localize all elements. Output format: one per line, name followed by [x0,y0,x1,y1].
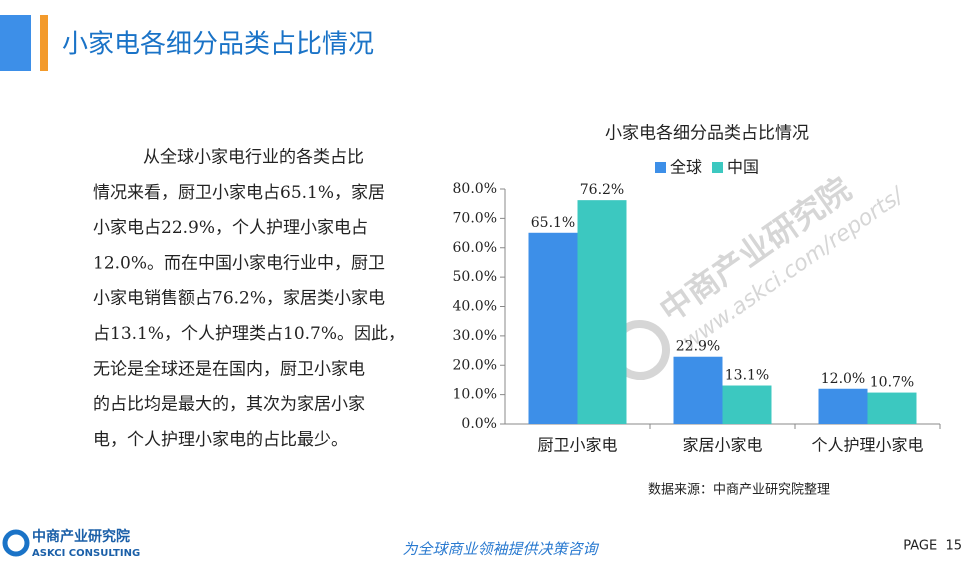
data-label: 65.1% [531,215,575,231]
y-tick-label: 70.0% [453,210,497,226]
paragraph-line: 情况来看，厨卫小家电占65.1%，家居 [93,183,385,203]
chart-title: 小家电各细分品类占比情况 [605,124,809,144]
paragraph-line: 电，个人护理小家电的占比最少。 [93,430,348,450]
legend-label: 中国 [727,158,759,177]
y-tick-label: 50.0% [453,269,497,285]
bar [673,356,723,424]
slide-title: 小家电各细分品类占比情况 [62,30,374,60]
x-tick-label: 家居小家电 [682,436,762,455]
data-label: 76.2% [580,182,624,198]
page-number: PAGE 15 [903,539,962,554]
data-label: 13.1% [725,368,769,384]
data-label: 12.0% [821,371,865,387]
footer-logo-en: ASKCI CONSULTING [32,548,140,559]
footer-logo-icon [2,529,30,557]
y-tick-label: 10.0% [453,387,497,403]
slogan: 为全球商业领袖提供决策咨询 [402,540,599,558]
y-tick-label: 0.0% [461,416,497,432]
header-bar [0,15,31,71]
paragraph-line: 占13.1%，个人护理类占10.7%。因此， [93,324,405,344]
paragraph-line: 无论是全球还是在国内，厨卫小家电 [93,359,365,379]
bar [577,200,627,424]
data-label: 10.7% [870,375,914,391]
data-label: 22.9% [676,339,720,355]
bar [867,392,917,424]
paragraph: 从全球小家电行业的各类占比情况来看，厨卫小家电占65.1%，家居小家电占22.9… [93,148,405,450]
y-tick-label: 60.0% [453,240,497,256]
paragraph-line: 小家电销售额占76.2%，家居类小家电 [93,289,385,309]
y-tick-label: 40.0% [453,299,497,315]
x-tick-label: 个人护理小家电 [811,436,923,455]
footer-logo-cn: 中商产业研究院 [32,528,130,545]
legend-swatch [655,162,666,173]
legend-swatch [712,162,723,173]
paragraph-line: 的占比均是最大的，其次为家居小家 [93,395,365,415]
x-tick-label: 厨卫小家电 [537,436,617,455]
paragraph-line: 12.0%。而在中国小家电行业中，厨卫 [93,253,385,273]
y-tick-label: 30.0% [453,328,497,344]
watermark: 中商产业研究院 www.askci.com/reports/ [610,170,910,380]
paragraph-line: 小家电占22.9%，个人护理小家电占 [93,218,368,238]
bar [528,232,578,424]
bar [818,388,868,424]
y-tick-label: 80.0% [453,181,497,197]
paragraph-line: 从全球小家电行业的各类占比 [143,148,364,168]
y-tick-label: 20.0% [453,357,497,373]
bar [722,385,772,424]
legend-label: 全球 [670,158,702,177]
source-note: 数据来源：中商产业研究院整理 [648,483,830,498]
header-accent [40,15,48,71]
